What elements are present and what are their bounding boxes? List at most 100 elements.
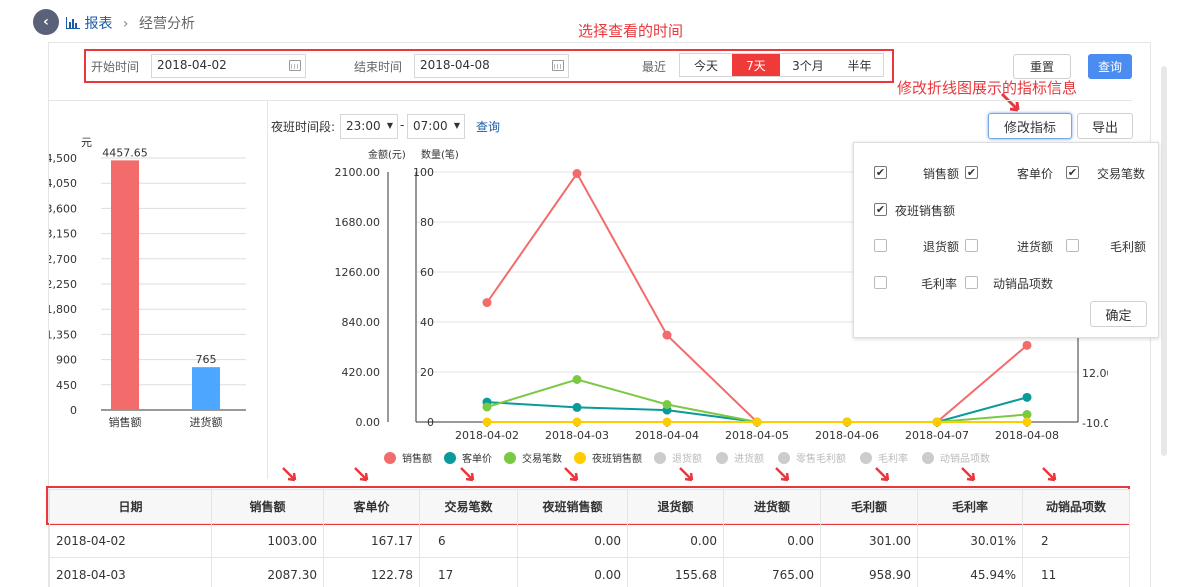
checkbox-进货额[interactable] [965, 239, 978, 252]
table-cell: 6 [419, 523, 518, 558]
checkbox-毛利率[interactable] [874, 276, 887, 289]
quick-3months[interactable]: 3个月 [792, 58, 824, 73]
checkbox-label: 退货额 [923, 240, 960, 254]
confirm-button[interactable]: 确定 [1090, 301, 1147, 327]
annotation-arrow [354, 467, 369, 482]
table-cell: 2018-04-03 [49, 557, 212, 587]
legend-label: 销售额 [402, 454, 432, 465]
y1-tick-label: 1680.00 [335, 216, 381, 229]
bar-进货额 [192, 367, 220, 410]
y-tick-label: 0 [70, 404, 77, 417]
checkbox-动销品项数[interactable] [965, 276, 978, 289]
column-header[interactable]: 毛利额 [820, 489, 918, 524]
modify-indicator-button[interactable]: 修改指标 [988, 113, 1072, 139]
annotation-arrow [875, 467, 890, 482]
legend-marker [504, 451, 516, 464]
annotation-arrow [961, 467, 976, 482]
column-header[interactable]: 退货额 [627, 489, 724, 524]
reset-button[interactable]: 重置 [1013, 54, 1071, 79]
legend-item[interactable]: 销售额 [384, 450, 432, 465]
legend-item[interactable]: 交易笔数 [504, 450, 562, 465]
data-point [482, 417, 492, 427]
legend-item[interactable]: 客单价 [444, 450, 492, 465]
calendar-icon[interactable] [552, 60, 564, 71]
y2-tick-label: 20 [420, 366, 434, 379]
legend-marker [574, 451, 586, 464]
bar-value-label: 4457.65 [102, 146, 148, 159]
quick-halfyear[interactable]: 半年 [847, 58, 872, 73]
y1-tick-label: 840.00 [342, 316, 381, 329]
checkbox-label: 毛利率 [921, 277, 958, 291]
legend-label: 零售毛利额 [796, 454, 846, 465]
column-header[interactable]: 进货额 [723, 489, 821, 524]
x-tick-label: 2018-04-03 [545, 429, 609, 442]
start-date-input[interactable]: 2018-04-02 [151, 54, 306, 78]
table-cell: 0.00 [517, 523, 628, 558]
checkbox-label: 客单价 [1017, 167, 1054, 181]
breadcrumb-current: 经营分析 [138, 16, 195, 32]
legend-label: 夜班销售额 [592, 454, 642, 465]
table-cell: 122.78 [323, 557, 420, 587]
y2-tick-label: 100 [413, 166, 434, 179]
end-date-input[interactable]: 2018-04-08 [414, 54, 569, 78]
checkbox-label: 动销品项数 [993, 277, 1054, 291]
column-header[interactable]: 夜班销售额 [517, 489, 628, 524]
column-header[interactable]: 毛利率 [917, 489, 1023, 524]
checkbox-毛利额[interactable] [1066, 239, 1079, 252]
bar-value-label: 765 [196, 353, 217, 366]
start-time-label: 开始时间 [91, 60, 140, 74]
legend-label: 毛利率 [878, 454, 908, 465]
checkbox-客单价[interactable]: ✔ [965, 166, 978, 179]
query-button[interactable]: 查询 [1088, 54, 1132, 79]
legend-item[interactable]: 进货额 [716, 450, 764, 465]
time-annotation: 选择查看的时间 [578, 22, 684, 40]
table-cell: 11 [1022, 557, 1130, 587]
column-header[interactable]: 交易笔数 [419, 489, 518, 524]
y-tick-label: 2,700 [49, 253, 77, 266]
data-point [572, 402, 582, 412]
column-header[interactable]: 销售额 [211, 489, 324, 524]
bar-chart: 元 4,500 4,050 3,600 3,150 2,700 2,250 1,800 1,35… [49, 136, 246, 429]
column-header[interactable]: 客单价 [323, 489, 420, 524]
y-tick-label: 4,500 [49, 152, 77, 165]
quick-today[interactable]: 今天 [693, 58, 718, 73]
scrollbar[interactable] [1161, 66, 1167, 456]
calendar-icon[interactable] [289, 60, 301, 71]
checkbox-夜班销售额[interactable]: ✔ [874, 203, 887, 216]
data-point [572, 375, 582, 384]
legend-marker [922, 451, 934, 464]
breadcrumb-root[interactable]: 报表 [84, 16, 113, 32]
y-tick-label: 1,350 [49, 328, 77, 341]
checkbox-交易笔数[interactable]: ✔ [1066, 166, 1079, 179]
x-tick-label: 2018-04-04 [635, 429, 699, 442]
table-cell: 0.00 [723, 523, 821, 558]
data-point [1022, 392, 1032, 402]
x-tick-label: 2018-04-06 [815, 429, 879, 442]
checkbox-label: 销售额 [923, 167, 960, 181]
table-cell: 958.90 [820, 557, 918, 587]
table-cell: 2018-04-02 [49, 523, 212, 558]
night-start-select[interactable]: 23:00 ▼ [340, 114, 398, 139]
y3-tick-label: -10.00 [1082, 417, 1108, 430]
checkbox-销售额[interactable]: ✔ [874, 166, 887, 179]
night-end-select[interactable]: 07:00 ▼ [407, 114, 465, 139]
quick-7days[interactable]: 7天 [732, 54, 780, 76]
legend-item[interactable]: 毛利率 [860, 450, 908, 465]
x-tick-label: 2018-04-05 [725, 429, 789, 442]
column-header[interactable]: 动销品项数 [1022, 489, 1130, 524]
y3-tick-label: 12.00 [1082, 367, 1108, 380]
legend-label: 动销品项数 [940, 454, 990, 465]
checkbox-退货额[interactable] [874, 239, 887, 252]
legend-item[interactable]: 零售毛利额 [778, 450, 846, 465]
column-header[interactable]: 日期 [49, 489, 212, 524]
annotation-arrow [282, 467, 297, 482]
legend-marker [384, 451, 396, 464]
legend-item[interactable]: 动销品项数 [922, 450, 990, 465]
legend-item[interactable]: 夜班销售额 [574, 450, 642, 465]
table-cell: 765.00 [723, 557, 821, 587]
legend-item[interactable]: 退货额 [654, 450, 702, 465]
back-button[interactable]: ‹ [33, 9, 59, 35]
night-shift-label: 夜班时间段: [271, 120, 336, 134]
night-query-link[interactable]: 查询 [476, 120, 501, 134]
export-button[interactable]: 导出 [1077, 113, 1133, 139]
